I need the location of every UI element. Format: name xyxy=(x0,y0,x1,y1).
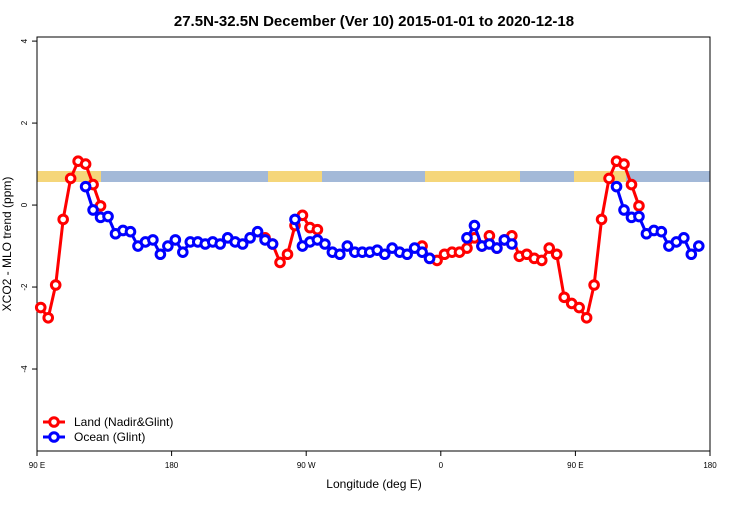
x-tick-label: 90 W xyxy=(297,461,316,470)
data-point xyxy=(618,158,630,170)
y-tick-label: 0 xyxy=(20,202,29,207)
data-point xyxy=(319,238,331,250)
x-tick-label: 180 xyxy=(703,461,717,470)
y-tick-label: 2 xyxy=(20,120,29,125)
data-point xyxy=(214,238,227,250)
data-point xyxy=(558,291,570,304)
ocean-strip xyxy=(37,171,710,182)
x-axis-label: Longitude (deg E) xyxy=(326,477,421,491)
data-point xyxy=(266,238,279,250)
data-point xyxy=(147,234,159,246)
data-point xyxy=(595,213,608,226)
data-point xyxy=(154,248,167,261)
data-point xyxy=(334,248,346,261)
data-point xyxy=(633,200,645,212)
data-point xyxy=(401,248,413,261)
data-point xyxy=(610,180,623,193)
series-line xyxy=(39,159,641,322)
data-point xyxy=(461,242,473,254)
data-point xyxy=(87,204,99,216)
data-point xyxy=(625,178,638,191)
data-point xyxy=(102,210,114,223)
x-tick-label: 90 E xyxy=(29,461,45,470)
data-point xyxy=(236,238,249,250)
data-point xyxy=(281,248,294,261)
legend-marker xyxy=(48,416,60,428)
data-point xyxy=(64,172,77,185)
legend-label: Ocean (Glint) xyxy=(74,430,145,444)
data-point xyxy=(251,225,264,238)
legend-label: Land (Nadir&Glint) xyxy=(74,415,173,429)
data-point xyxy=(633,210,645,223)
data-point xyxy=(289,213,301,226)
data-point xyxy=(416,246,428,258)
data-point xyxy=(57,213,69,226)
y-tick-label: 4 xyxy=(20,38,29,43)
data-point xyxy=(588,279,600,291)
data-point xyxy=(468,219,481,232)
data-point xyxy=(618,204,630,216)
land-strip xyxy=(425,171,520,182)
data-point xyxy=(124,225,137,238)
land-strip xyxy=(574,171,626,182)
data-point xyxy=(79,180,92,193)
legend-marker xyxy=(48,431,60,443)
data-point xyxy=(550,248,563,261)
data-point xyxy=(162,240,174,252)
data-point xyxy=(692,240,705,252)
data-point xyxy=(543,242,556,254)
land-strip xyxy=(268,171,322,182)
data-point xyxy=(311,223,324,236)
data-point xyxy=(341,240,354,252)
data-point xyxy=(603,172,615,185)
chart-title: 27.5N-32.5N December (Ver 10) 2015-01-01… xyxy=(174,13,574,30)
data-point xyxy=(34,301,47,314)
data-point xyxy=(244,232,256,244)
x-tick-label: 180 xyxy=(165,461,179,470)
data-point xyxy=(655,225,668,238)
data-point xyxy=(535,254,548,267)
x-tick-label: 0 xyxy=(439,461,444,470)
data-point xyxy=(49,279,62,291)
plot-frame xyxy=(36,36,711,452)
y-tick-label: -2 xyxy=(20,283,29,291)
data-point xyxy=(177,246,189,258)
y-tick-label: -4 xyxy=(20,365,29,373)
data-point xyxy=(274,256,286,269)
data-point xyxy=(580,311,593,324)
data-point xyxy=(79,158,92,170)
data-point xyxy=(42,311,55,324)
data-point xyxy=(678,232,690,244)
data-point xyxy=(169,234,182,246)
data-point xyxy=(506,238,518,250)
data-point xyxy=(423,252,436,265)
data-point xyxy=(461,232,473,244)
data-point xyxy=(573,301,585,314)
data-point xyxy=(685,248,698,261)
y-axis-label: XCO2 - MLO trend (ppm) xyxy=(0,177,14,312)
data-point xyxy=(378,248,391,261)
data-point xyxy=(491,242,503,254)
x-tick-label: 90 E xyxy=(567,461,583,470)
